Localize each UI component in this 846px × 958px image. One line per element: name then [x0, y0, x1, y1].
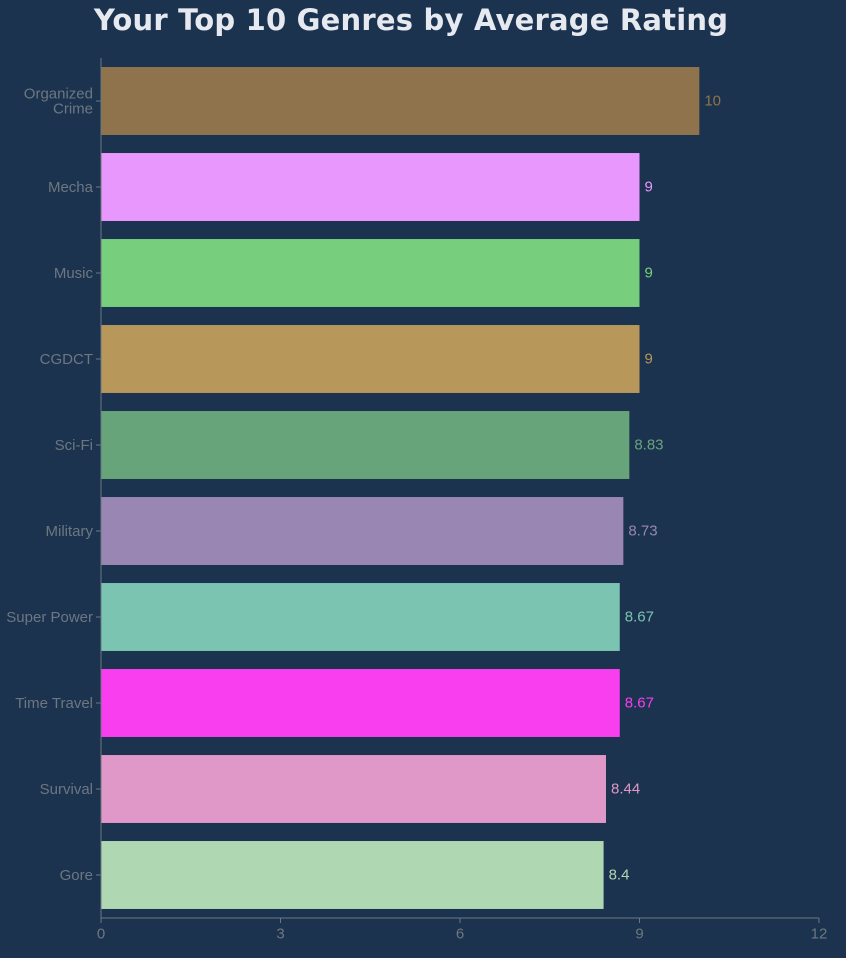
category-label: CGDCT — [40, 351, 93, 368]
x-tick-label: 9 — [635, 926, 643, 943]
data-label: 8.44 — [611, 781, 640, 798]
x-tick-label: 12 — [811, 926, 828, 943]
bar — [101, 67, 700, 135]
bar — [101, 239, 640, 307]
bar — [101, 325, 640, 393]
category-label-line: CGDCT — [40, 351, 93, 368]
bar — [101, 755, 606, 823]
category-label: Music — [54, 265, 94, 282]
x-tick-label: 6 — [456, 926, 464, 943]
category-label-line: Gore — [60, 867, 93, 884]
category-label: Military — [46, 523, 94, 540]
bar — [101, 411, 630, 479]
data-label: 9 — [645, 179, 653, 196]
bar — [101, 583, 620, 651]
chart-title: Your Top 10 Genres by Average Rating — [93, 3, 729, 37]
data-label: 8.4 — [609, 867, 630, 884]
category-label: Organized Crime — [24, 85, 93, 117]
data-label: 8.83 — [634, 437, 663, 454]
category-label-line: Military — [46, 523, 94, 540]
bar — [101, 497, 624, 565]
bar — [101, 153, 640, 221]
data-label: 8.67 — [625, 695, 654, 712]
category-label: Sci-Fi — [55, 437, 93, 454]
data-label: 8.73 — [628, 523, 657, 540]
category-label-line: Crime — [53, 100, 93, 117]
category-label-line: Organized — [24, 85, 93, 102]
category-label: Survival — [40, 781, 93, 798]
category-label-line: Music — [54, 265, 94, 282]
bar — [101, 669, 620, 737]
data-label: 8.67 — [625, 609, 654, 626]
bar — [101, 841, 604, 909]
category-label: Super Power — [6, 609, 93, 626]
category-label: Mecha — [48, 179, 94, 196]
category-label-line: Super Power — [6, 609, 93, 626]
data-label: 10 — [704, 93, 721, 110]
category-label-line: Time Travel — [15, 695, 93, 712]
category-label: Gore — [60, 867, 93, 884]
x-tick-label: 0 — [97, 926, 105, 943]
category-label-line: Survival — [40, 781, 93, 798]
category-label: Time Travel — [15, 695, 93, 712]
category-label-line: Sci-Fi — [55, 437, 93, 454]
x-tick-label: 3 — [276, 926, 284, 943]
data-label: 9 — [645, 265, 653, 282]
category-label-line: Mecha — [48, 179, 94, 196]
data-label: 9 — [645, 351, 653, 368]
